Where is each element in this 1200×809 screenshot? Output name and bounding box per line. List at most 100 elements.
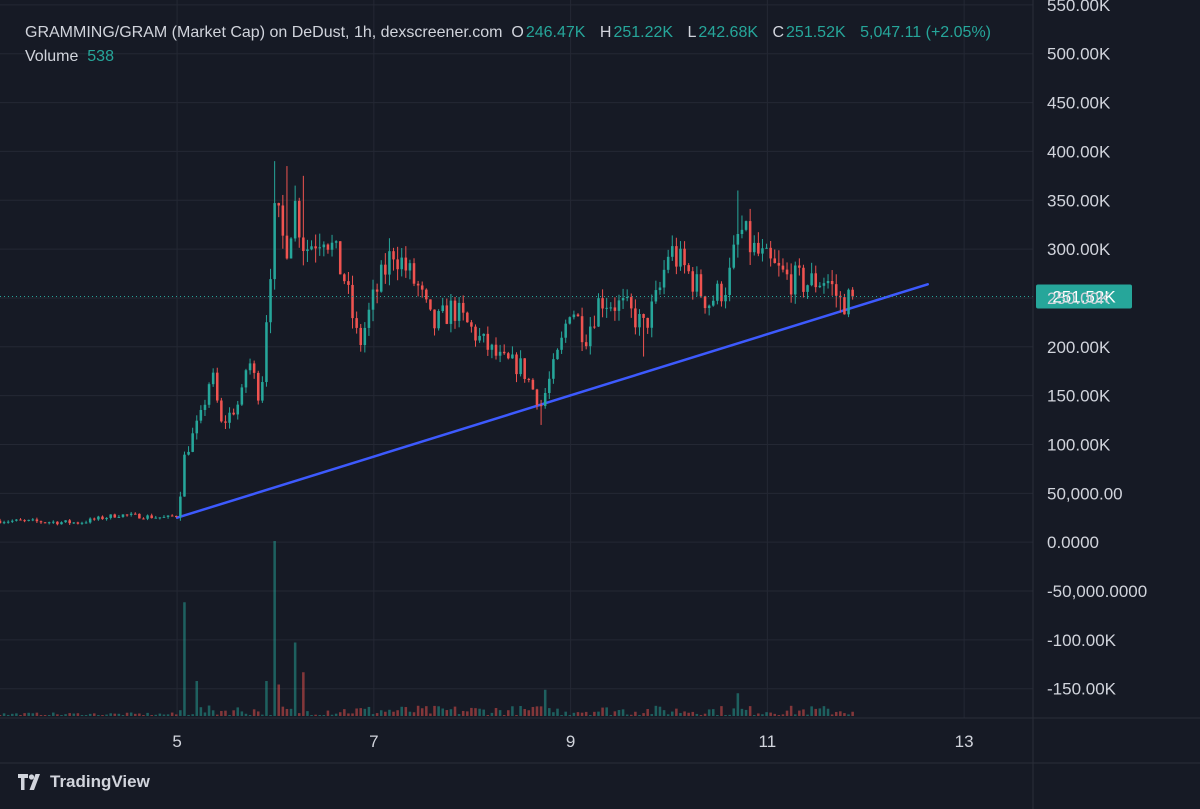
candle-body xyxy=(720,283,723,302)
candle-body xyxy=(584,342,588,347)
volume-bar xyxy=(687,712,690,716)
candle-body xyxy=(207,384,211,405)
candle-body xyxy=(527,378,531,380)
candle-body xyxy=(326,244,330,250)
volume-bar xyxy=(142,715,145,716)
candle-body xyxy=(215,372,219,401)
candle-body xyxy=(142,518,145,520)
volume-bar xyxy=(851,711,854,716)
candle-body xyxy=(531,379,535,390)
price-change: 5,047.11 (+2.05%) xyxy=(860,24,991,41)
volume-bar xyxy=(248,715,252,716)
candle-body xyxy=(810,273,813,286)
y-tick-label: 350.00K xyxy=(1047,191,1111,210)
high-label: H xyxy=(599,24,612,41)
volume-bar xyxy=(814,708,818,716)
candle-body xyxy=(375,289,379,292)
volume-bar xyxy=(334,713,338,716)
candle-body xyxy=(519,358,522,375)
candle-body xyxy=(605,307,608,309)
volume-bar xyxy=(174,714,178,716)
candle-body xyxy=(129,513,133,515)
volume-bar xyxy=(27,712,30,716)
volume-bar xyxy=(326,710,330,716)
volume-bar xyxy=(179,710,182,716)
volume-bar xyxy=(187,714,190,716)
candle-body xyxy=(748,221,752,253)
volume-bar xyxy=(441,708,444,716)
candle-body xyxy=(183,454,186,497)
candle-body xyxy=(47,522,51,524)
candle-body xyxy=(150,515,153,519)
volume-bar xyxy=(474,708,477,716)
volume-bar xyxy=(302,672,305,716)
candle-body xyxy=(84,522,88,524)
candle-body xyxy=(695,274,699,292)
candle-body xyxy=(716,283,719,301)
volume-bar xyxy=(211,710,215,716)
volume-bar xyxy=(445,710,449,716)
candle-body xyxy=(195,420,199,434)
volume-bar xyxy=(47,715,51,716)
volume-bar xyxy=(35,712,39,716)
x-tick-label: 7 xyxy=(369,732,378,751)
volume-bar xyxy=(215,714,219,716)
volume-bar xyxy=(343,709,346,716)
volume-bar xyxy=(425,706,428,716)
volume-bar xyxy=(2,713,6,716)
volume-bar xyxy=(798,710,801,716)
volume-bar xyxy=(716,715,719,716)
volume-bar xyxy=(134,713,137,716)
volume-bar xyxy=(351,713,354,716)
volume-bar xyxy=(121,715,125,716)
candle-body xyxy=(486,333,490,350)
volume-bar xyxy=(64,714,67,716)
volume-bar xyxy=(777,715,781,716)
volume-bar xyxy=(761,714,764,716)
candle-body xyxy=(211,372,215,385)
candle-body xyxy=(232,412,235,415)
candle-body xyxy=(621,298,625,301)
volume-bar xyxy=(486,715,490,716)
candle-body xyxy=(523,358,526,379)
volume-bar xyxy=(105,714,108,716)
candle-body xyxy=(642,314,645,318)
candle-body xyxy=(199,409,203,421)
candle-body xyxy=(433,309,436,329)
volume-bar xyxy=(498,710,502,716)
candle-body xyxy=(847,289,850,315)
candle-body xyxy=(761,248,764,254)
volume-bar xyxy=(494,708,498,716)
volume-bar xyxy=(97,715,100,716)
candle-body xyxy=(625,297,629,299)
candle-body xyxy=(343,274,346,282)
candle-body xyxy=(64,520,67,523)
volume-bar xyxy=(781,714,785,716)
candle-body xyxy=(482,333,485,336)
volume-bar xyxy=(404,707,408,716)
volume-bar xyxy=(502,715,506,716)
candle-body xyxy=(597,298,600,327)
candle-body xyxy=(224,421,227,423)
volume-bar xyxy=(244,713,248,716)
candle-body xyxy=(425,289,428,300)
candle-body xyxy=(347,281,350,285)
tradingview-logo[interactable]: TradingView xyxy=(18,772,150,792)
y-tick-label: 400.00K xyxy=(1047,142,1111,161)
volume-bar xyxy=(330,714,334,716)
volume-bar xyxy=(138,713,141,716)
y-tick-label: -100.00K xyxy=(1047,631,1117,650)
candle-body xyxy=(297,200,301,238)
volume-bar xyxy=(146,712,149,716)
volume-bar xyxy=(289,708,293,716)
close-value: 251.52K xyxy=(786,24,846,41)
candle-body xyxy=(359,327,363,346)
volume-bar xyxy=(166,714,170,716)
volume-bar xyxy=(728,714,731,716)
volume-bar xyxy=(691,711,695,716)
volume-bar xyxy=(466,711,469,716)
volume-bar xyxy=(236,707,240,716)
candle-body xyxy=(601,298,604,309)
volume-bar xyxy=(511,706,514,716)
